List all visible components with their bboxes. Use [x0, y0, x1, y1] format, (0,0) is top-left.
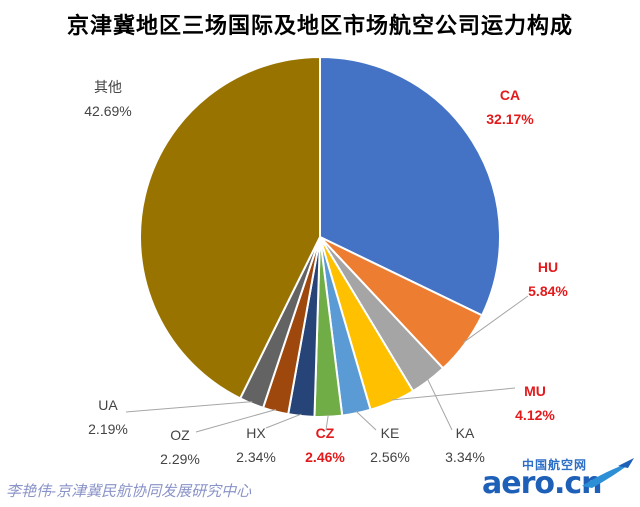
slice-value-CA: 32.17% [486, 111, 534, 127]
slice-label-HU: HU [538, 259, 558, 275]
slice-label-UA: UA [98, 397, 118, 413]
plane-swoosh-icon [582, 458, 634, 488]
slice-label-CZ: CZ [316, 425, 335, 441]
leader-line-OZ [195, 408, 277, 433]
slice-label-KA: KA [456, 425, 475, 441]
leader-line-HX [265, 413, 302, 429]
pie-slice-其他 [139, 55, 321, 400]
slice-value-KA: 3.34% [445, 449, 485, 465]
leader-line-CZ [325, 414, 329, 431]
slice-label-OZ: OZ [170, 427, 190, 443]
pie-slice-CA [319, 55, 501, 317]
slice-value-CZ: 2.46% [305, 449, 345, 465]
logo-wordmark: aero.cn [482, 466, 603, 501]
slice-value-OZ: 2.29% [160, 451, 200, 467]
chart-title: 京津冀地区三场国际及地区市场航空公司运力构成 [66, 14, 573, 39]
slice-value-KE: 2.56% [370, 449, 410, 465]
slice-label-MU: MU [524, 383, 546, 399]
leader-line-MU [391, 387, 516, 401]
slice-value-UA: 2.19% [88, 421, 128, 437]
leader-line-KA [427, 378, 453, 431]
pie-slices [139, 55, 501, 418]
slice-label-HX: HX [246, 425, 266, 441]
leader-line-HU [463, 295, 529, 343]
slice-label-KE: KE [381, 425, 400, 441]
logo-chinese-text: 中国航空网 [522, 458, 588, 472]
slice-value-HX: 2.34% [236, 449, 276, 465]
slice-label-CA: CA [500, 87, 520, 103]
slice-label-其他: 其他 [94, 79, 122, 95]
slice-value-HU: 5.84% [528, 283, 568, 299]
leader-line-KE [355, 410, 377, 431]
slice-value-MU: 4.12% [515, 407, 555, 423]
leader-line-UA [125, 401, 253, 413]
slice-labels: CA 32.17% HU 5.84% KA 3.34% MU 4.12% KE 2.56% CZ 2.… [84, 79, 568, 467]
slice-value-其他: 42.69% [84, 103, 131, 119]
leader-lines [125, 295, 529, 433]
author-credit: 李艳伟-京津冀民航协同发展研究中心 [6, 482, 252, 500]
aero-cn-logo: 中国航空网 aero.cn [482, 452, 640, 507]
